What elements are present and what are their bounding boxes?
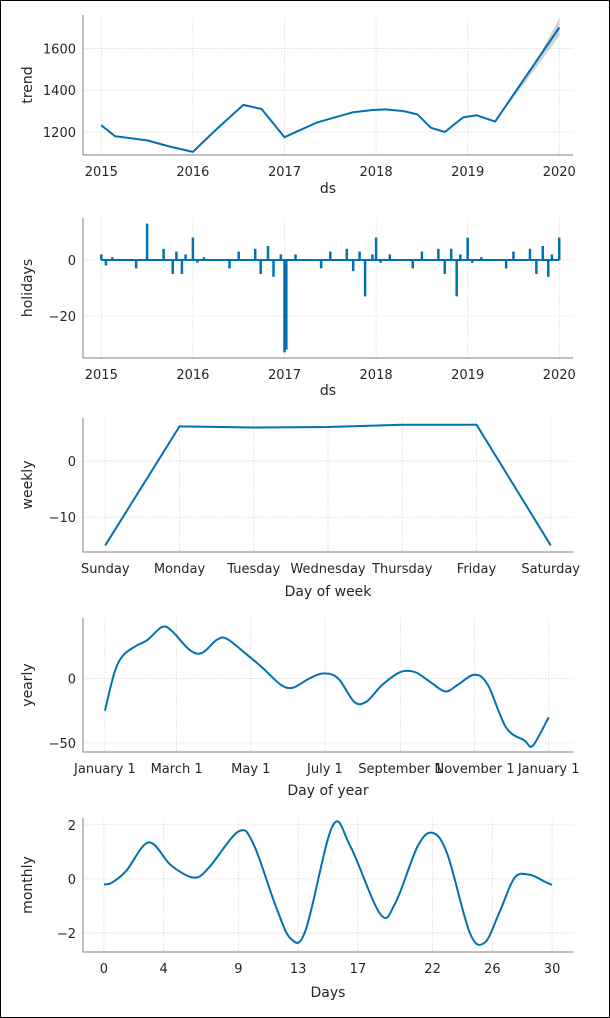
x-tick-label: 2020 — [543, 165, 576, 180]
holidays-panel: 2015 2016 2017 2018 2019 2020 −20 0 holidays ds — [20, 218, 576, 399]
x-tick-label: 0 — [100, 962, 108, 977]
x-tick-label: 2016 — [176, 165, 209, 180]
holidays-x-axis-label: ds — [320, 383, 336, 399]
x-tick-label: Wednesday — [290, 562, 366, 577]
x-tick-label: 17 — [350, 962, 367, 977]
weekly-tick-labels: Sunday Monday Tuesday Wednesday Thursday Frid… — [49, 455, 581, 577]
x-tick-label: November 1 — [434, 762, 514, 777]
yearly-line — [103, 625, 550, 748]
y-tick-label: 1200 — [43, 126, 76, 141]
x-tick-label: 2018 — [360, 165, 393, 180]
x-tick-label: 26 — [484, 962, 501, 977]
monthly-y-axis-label: monthly — [20, 856, 36, 914]
monthly-axes — [82, 818, 573, 953]
x-tick-label: May 1 — [231, 762, 270, 777]
x-tick-label: March 1 — [151, 762, 203, 777]
weekly-x-axis-label: Day of week — [285, 584, 373, 600]
trend-tick-labels: 2015 2016 2017 2018 2019 2020 1200 1400 1600 — [43, 42, 576, 180]
yearly-gridlines — [83, 618, 573, 752]
x-tick-label: Friday — [457, 562, 497, 577]
x-tick-label: 2020 — [543, 368, 576, 383]
yearly-tick-labels: January 1 March 1 May 1 July 1 September 1No… — [49, 673, 580, 777]
y-tick-label: 0 — [68, 455, 76, 470]
x-tick-label: 2015 — [85, 165, 118, 180]
x-tick-label: January 1 — [517, 762, 580, 777]
y-tick-label: 0 — [68, 254, 76, 269]
y-tick-label: −10 — [49, 511, 76, 526]
weekly-gridlines — [83, 418, 573, 552]
trend-panel: 2015 2016 2017 2018 2019 2020 1200 1400 1600 tre… — [20, 15, 576, 197]
holidays-tick-labels: 2015 2016 2017 2018 2019 2020 −20 0 — [49, 254, 576, 383]
trend-x-axis-label: ds — [320, 181, 336, 197]
yearly-y-axis-label: yearly — [20, 663, 36, 706]
holidays-y-axis-label: holidays — [20, 259, 36, 317]
x-tick-label: January 1 — [73, 762, 136, 777]
y-tick-label: −50 — [49, 737, 76, 752]
x-tick-label: Tuesday — [226, 562, 280, 577]
x-tick-label: 2017 — [268, 368, 301, 383]
trend-y-axis-label: trend — [20, 66, 36, 103]
weekly-panel: Sunday Monday Tuesday Wednesday Thursday Frid… — [20, 418, 580, 600]
x-tick-label: 22 — [424, 962, 441, 977]
x-tick-label: 2015 — [85, 368, 118, 383]
y-tick-label: 2 — [68, 819, 76, 834]
x-tick-label: September 1 — [358, 762, 442, 777]
x-tick-label: Thursday — [371, 562, 433, 577]
yearly-axes — [82, 618, 573, 753]
x-tick-label: July 1 — [306, 762, 343, 777]
x-tick-label: Saturday — [521, 562, 580, 577]
monthly-line — [103, 820, 553, 946]
x-tick-label: 2018 — [360, 368, 393, 383]
x-tick-label: 9 — [234, 962, 242, 977]
x-tick-label: 30 — [544, 962, 561, 977]
weekly-line — [104, 423, 552, 546]
trend-gridlines — [83, 15, 573, 155]
x-tick-label: Sunday — [81, 562, 130, 577]
yearly-panel: January 1 March 1 May 1 July 1 September 1No… — [20, 618, 580, 799]
weekly-y-axis-label: weekly — [20, 461, 36, 510]
y-tick-label: 1600 — [43, 42, 76, 57]
monthly-panel: 0 4 9 13 17 22 26 30 −2 0 2 monthly Days — [20, 818, 573, 1001]
weekly-axes — [82, 418, 573, 553]
holidays-gridlines — [83, 218, 573, 358]
x-tick-label: 2019 — [451, 165, 484, 180]
x-tick-label: 2019 — [451, 368, 484, 383]
x-tick-label: 13 — [290, 962, 307, 977]
trend-line — [100, 26, 561, 153]
x-tick-label: 2016 — [176, 368, 209, 383]
x-tick-label: Monday — [154, 562, 206, 577]
y-tick-label: −20 — [49, 310, 76, 325]
holidays-axes — [82, 218, 573, 359]
y-tick-label: −2 — [57, 927, 76, 942]
y-tick-label: 0 — [68, 673, 76, 688]
x-tick-label: 4 — [160, 962, 168, 977]
y-tick-label: 0 — [68, 873, 76, 888]
y-tick-label: 1400 — [43, 84, 76, 99]
trend-axes — [82, 15, 573, 156]
monthly-tick-labels: 0 4 9 13 17 22 26 30 −2 0 2 — [57, 819, 561, 977]
x-tick-label: 2017 — [268, 165, 301, 180]
yearly-x-axis-label: Day of year — [287, 783, 369, 799]
monthly-x-axis-label: Days — [311, 985, 346, 1001]
holidays-bars — [100, 223, 561, 353]
